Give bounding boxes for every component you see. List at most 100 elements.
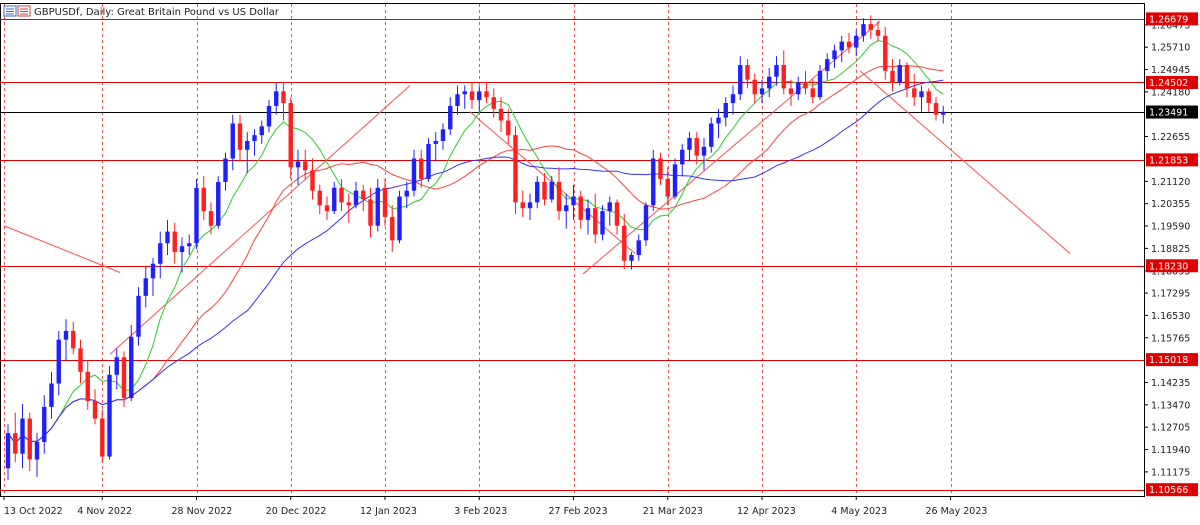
candle[interactable] [788,79,794,106]
candle[interactable] [919,85,924,112]
candle[interactable] [317,184,322,215]
candle[interactable] [411,149,417,197]
candle[interactable] [56,330,61,396]
candle[interactable] [607,196,612,226]
candle[interactable] [825,53,830,80]
candle[interactable] [672,158,678,200]
candle[interactable] [274,82,279,115]
candle[interactable] [535,176,540,209]
candle[interactable] [165,219,170,255]
candle[interactable] [875,21,881,42]
candle[interactable] [752,73,757,104]
candle[interactable] [796,76,801,101]
candles-layer[interactable] [5,15,946,480]
candle[interactable] [883,27,888,80]
candle[interactable] [491,88,496,118]
candle[interactable] [288,97,293,179]
candle[interactable] [723,97,728,127]
candle[interactable] [810,79,815,104]
candle[interactable] [368,187,373,238]
candle[interactable] [259,120,264,144]
candle[interactable] [709,117,714,153]
candle[interactable] [817,65,823,101]
candle[interactable] [933,97,939,121]
candle[interactable] [506,108,511,144]
candle[interactable] [397,190,402,244]
candle[interactable] [114,348,119,390]
candle[interactable] [513,126,518,215]
candle[interactable] [738,56,743,101]
candle[interactable] [912,73,917,106]
candle[interactable] [861,18,866,42]
candle[interactable] [469,82,475,109]
candle[interactable] [614,199,620,235]
candle[interactable] [455,85,460,115]
candle[interactable] [730,85,736,115]
candle[interactable] [585,199,591,235]
candle[interactable] [941,105,946,124]
candle[interactable] [382,178,388,226]
candle[interactable] [832,44,837,68]
candle[interactable] [390,205,395,253]
candle[interactable] [897,59,902,86]
candle[interactable] [63,319,69,361]
candle[interactable] [85,360,90,410]
candle[interactable] [201,176,206,220]
candle[interactable] [237,114,243,162]
candle[interactable] [230,114,235,171]
candle[interactable] [498,97,504,133]
candle[interactable] [643,202,649,247]
candle[interactable] [854,29,859,57]
candle[interactable] [172,222,177,264]
candle[interactable] [13,412,18,463]
candle[interactable] [600,205,605,241]
candle[interactable] [694,132,699,165]
candle[interactable] [136,287,141,346]
candle[interactable] [179,237,185,273]
candle[interactable] [346,193,351,223]
candle[interactable] [245,132,250,174]
candle[interactable] [216,176,221,229]
candle[interactable] [42,395,47,454]
candle[interactable] [252,129,257,156]
candle[interactable] [100,409,105,463]
candle[interactable] [593,193,598,244]
candle[interactable] [803,70,808,95]
candle[interactable] [339,178,344,212]
candle[interactable] [208,202,214,235]
candle[interactable] [303,149,308,179]
candle[interactable] [868,15,873,39]
candle[interactable] [904,62,910,98]
candle[interactable] [448,97,453,136]
candle[interactable] [92,389,98,425]
candle[interactable] [484,82,489,104]
candle[interactable] [143,266,148,308]
candle[interactable] [926,88,931,112]
candle[interactable] [701,138,707,171]
candle[interactable] [324,196,330,220]
candle[interactable] [759,79,765,104]
candle[interactable] [20,403,25,469]
candle[interactable] [680,143,685,177]
candle[interactable] [549,176,554,203]
candle[interactable] [520,190,525,217]
candle[interactable] [890,59,895,92]
candle[interactable] [332,181,337,215]
candle[interactable] [281,82,286,121]
candle[interactable] [477,85,482,112]
candle[interactable] [745,59,750,89]
candle[interactable] [839,35,844,63]
candle[interactable] [462,85,467,109]
candle[interactable] [542,173,547,206]
candle[interactable] [433,132,438,162]
candle[interactable] [527,193,533,220]
candle[interactable] [310,158,315,200]
candle[interactable] [78,339,83,384]
candle[interactable] [107,365,112,460]
candle[interactable] [440,123,446,150]
candle[interactable] [194,178,199,250]
candle[interactable] [665,167,670,206]
candle[interactable] [187,234,192,255]
candle[interactable] [27,412,32,472]
